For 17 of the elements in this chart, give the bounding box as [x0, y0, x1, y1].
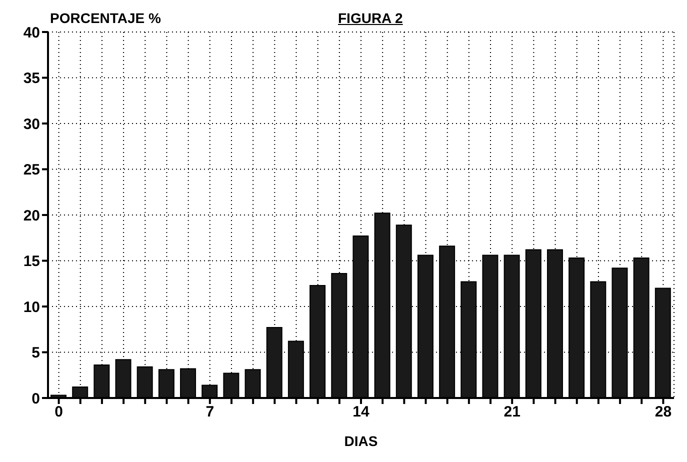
- x-tick-label: 0: [54, 404, 63, 421]
- y-tick-label: 25: [23, 162, 40, 179]
- x-tick-label: 7: [206, 404, 214, 421]
- x-axis-title: DIAS: [344, 433, 378, 449]
- x-tick-label: 28: [654, 404, 672, 421]
- x-tick-label: 21: [504, 404, 520, 421]
- chart-title: FIGURA 2: [338, 10, 403, 26]
- x-tick-label: 14: [352, 404, 370, 421]
- y-tick-label: 30: [23, 116, 40, 133]
- y-tick-label: 35: [23, 70, 40, 88]
- y-tick-label: 0: [32, 390, 40, 408]
- y-tick-label: 15: [23, 253, 40, 270]
- y-tick-label: 10: [23, 298, 40, 316]
- y-tick-label: 40: [23, 24, 40, 42]
- y-tick-label: 5: [32, 344, 40, 362]
- y-axis-title: PORCENTAJE %: [50, 10, 161, 26]
- y-tick-label: 20: [23, 207, 40, 224]
